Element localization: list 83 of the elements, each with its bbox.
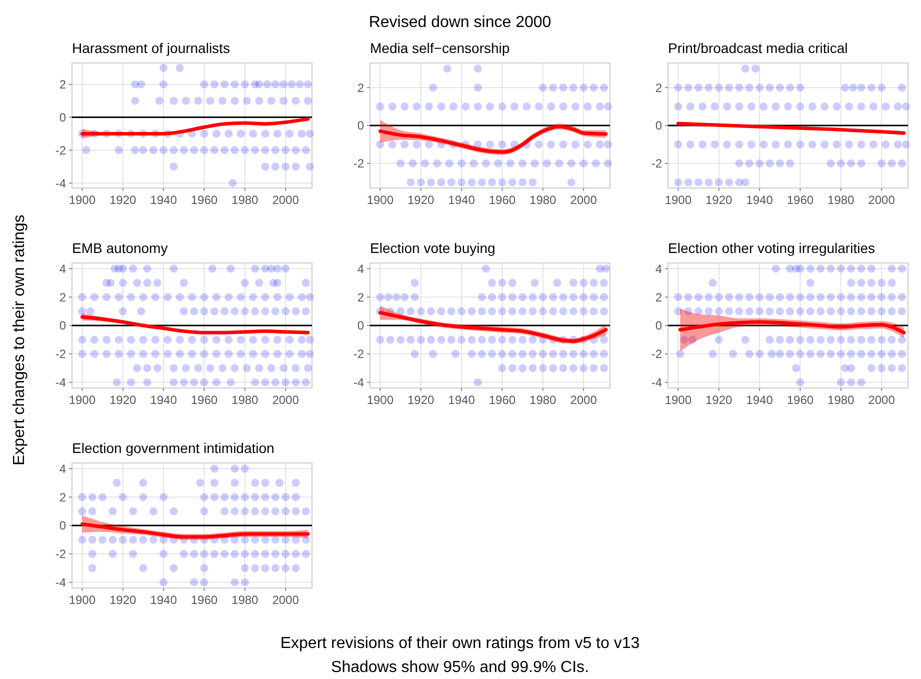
x-tick-label: 1900 xyxy=(664,393,692,407)
x-tick-label: 1900 xyxy=(366,393,394,407)
x-tick-label: 2000 xyxy=(868,393,896,407)
x-tick-label: 1920 xyxy=(109,393,137,407)
x-tick-label: 1980 xyxy=(530,393,557,407)
x-tick-label: 1960 xyxy=(190,393,218,407)
y-tick-label: -2 xyxy=(55,547,66,562)
x-tick-label: 1960 xyxy=(190,593,218,607)
chart-title: Election other voting irregularities xyxy=(668,240,875,256)
y-tick-label: -2 xyxy=(55,143,66,158)
chart-title: Media self−censorship xyxy=(370,40,510,56)
x-tick-label: 1900 xyxy=(68,193,96,207)
chart-title: Election vote buying xyxy=(370,240,496,256)
x-tick-label: 1940 xyxy=(448,393,476,407)
x-tick-label: 1980 xyxy=(232,393,259,407)
x-tick-label: 1920 xyxy=(407,193,435,207)
x-tick-label: 1980 xyxy=(232,593,259,607)
x-tick-label: 1940 xyxy=(448,193,476,207)
y-tick-label: -4 xyxy=(55,576,66,590)
text: Shadows show 95% and 99.9% CIs. xyxy=(331,659,589,676)
y-tick-label: 0 xyxy=(357,318,364,333)
chart-title: Election government intimidation xyxy=(72,440,274,456)
x-tick-label: 1960 xyxy=(786,393,814,407)
y-tick-label: -2 xyxy=(651,347,662,362)
x-tick-label: 1980 xyxy=(828,393,855,407)
x-tick-label: 1920 xyxy=(109,193,137,207)
x-axis-title: Expert revisions of their own ratings from v5 to v13 xyxy=(280,635,640,652)
x-tick-label: 1940 xyxy=(150,393,178,407)
y-tick-label: 4 xyxy=(357,262,364,276)
x-tick-label: 1980 xyxy=(232,193,259,207)
y-tick-label: 4 xyxy=(59,262,66,276)
x-tick-label: 1920 xyxy=(705,193,733,207)
y-tick-label: -2 xyxy=(353,156,364,171)
y-tick-label: -2 xyxy=(651,156,662,171)
y-tick-label: -4 xyxy=(55,176,66,190)
x-tick-label: 1960 xyxy=(190,193,218,207)
y-tick-label: -2 xyxy=(55,347,66,362)
x-tick-label: 2000 xyxy=(868,193,896,207)
x-tick-label: 2000 xyxy=(570,393,598,407)
y-tick-label: 0 xyxy=(655,318,662,333)
y-axis-title: Expert changes to their own ratings xyxy=(11,214,28,466)
y-tick-label: -4 xyxy=(651,376,662,390)
y-tick-label: -2 xyxy=(353,347,364,362)
x-tick-label: 2000 xyxy=(272,193,300,207)
chart-title: Harassment of journalists xyxy=(72,40,230,56)
y-tick-label: -4 xyxy=(55,376,66,390)
y-tick-label: 0 xyxy=(357,118,364,133)
y-tick-label: 2 xyxy=(655,80,662,95)
y-tick-label: 0 xyxy=(655,118,662,133)
x-tick-label: 2000 xyxy=(272,593,300,607)
x-tick-label: 1940 xyxy=(746,193,774,207)
y-tick-label: 2 xyxy=(357,290,364,304)
x-tick-label: 1980 xyxy=(530,193,557,207)
y-tick-label: 2 xyxy=(59,290,66,304)
x-tick-label: 1960 xyxy=(488,193,516,207)
y-tick-label: 2 xyxy=(59,78,66,92)
x-tick-label: 1900 xyxy=(664,193,692,207)
y-tick-label: 0 xyxy=(59,110,66,124)
x-tick-label: 1900 xyxy=(68,393,96,407)
y-tick-label: 2 xyxy=(357,80,364,95)
x-tick-label: 1940 xyxy=(150,593,178,607)
x-tick-label: 1900 xyxy=(366,193,394,207)
x-tick-label: 1960 xyxy=(786,193,814,207)
y-tick-label: 2 xyxy=(655,290,662,304)
chart-title: EMB autonomy xyxy=(72,240,168,256)
y-tick-label: 0 xyxy=(59,518,66,533)
x-tick-label: 1920 xyxy=(705,393,733,407)
x-tick-label: 1940 xyxy=(150,193,178,207)
chart-title: Print/broadcast media critical xyxy=(668,40,848,56)
x-tick-label: 1980 xyxy=(828,193,855,207)
y-tick-label: 4 xyxy=(59,462,66,476)
y-tick-label: -4 xyxy=(353,376,364,390)
y-tick-label: 0 xyxy=(59,318,66,333)
y-tick-label: 2 xyxy=(59,490,66,504)
x-tick-label: 2000 xyxy=(272,393,300,407)
x-tick-label: 2000 xyxy=(570,193,598,207)
x-tick-label: 1940 xyxy=(746,393,774,407)
x-tick-label: 1920 xyxy=(407,393,435,407)
x-tick-label: 1960 xyxy=(488,393,516,407)
x-tick-label: 1920 xyxy=(109,593,137,607)
x-tick-label: 1900 xyxy=(68,593,96,607)
y-tick-label: 4 xyxy=(655,262,662,276)
text: Revised down since 2000 xyxy=(368,14,552,31)
